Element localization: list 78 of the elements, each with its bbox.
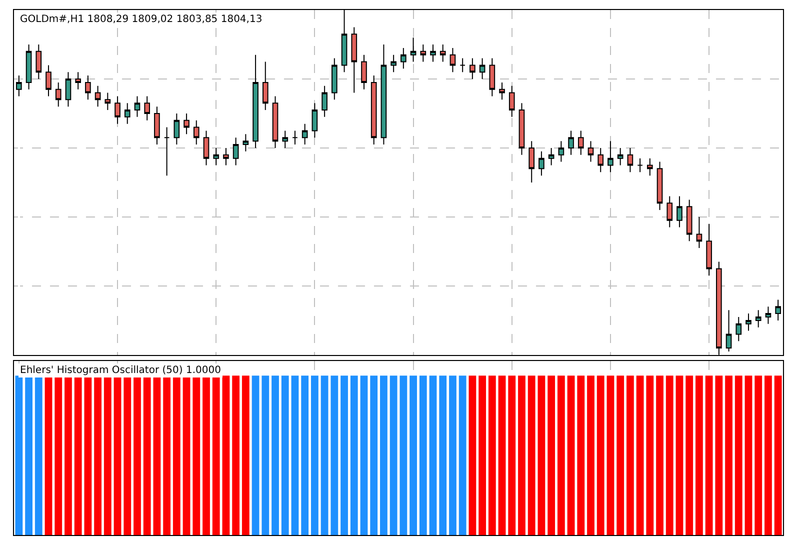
candlestick [755,310,762,328]
candlestick [765,306,772,324]
candlestick [646,158,653,176]
candlestick [94,85,101,108]
candlestick [114,96,120,124]
candlestick [124,102,130,124]
candlestick [332,58,338,100]
candlestick [16,75,22,97]
candlestick [302,123,308,146]
candlestick [598,147,604,173]
candlestick [203,130,210,166]
candlestick [726,310,732,352]
candlestick [144,96,150,121]
candlestick [736,316,742,342]
candlestick [440,44,446,62]
candlestick [252,54,258,148]
candlestick [380,44,387,146]
candlestick [26,44,32,90]
candlestick [617,147,624,166]
candlestick [548,147,554,166]
candlestick [164,126,170,176]
candlestick [390,54,396,73]
candlestick [686,199,692,242]
candlestick [499,82,505,100]
candlestick [282,130,288,148]
candlestick [361,54,367,90]
candlestick [213,147,220,166]
candlestick [351,26,358,94]
candlestick [75,72,81,90]
candlestick [706,223,712,276]
candlestick [518,102,525,156]
candlestick [666,196,673,228]
candlestick [637,158,643,173]
candlestick [410,37,416,62]
candlestick [420,44,426,62]
candlestick [558,140,564,162]
candlestick [242,134,249,152]
candlestick [312,102,318,138]
candlestick [223,147,229,166]
candlestick [489,58,496,97]
candlestick [193,120,200,146]
candlestick [460,58,466,73]
candlestick [528,140,535,183]
candlestick [588,140,594,162]
chart-title: GOLDm#,H1 1808,29 1809,02 1803,85 1804,13 [20,14,262,25]
candlestick [568,130,574,156]
candlestick [627,147,634,173]
candlestick [400,47,406,70]
candlestick [370,75,377,146]
candlestick [292,130,298,146]
candlestick [450,47,456,73]
candlestick [508,85,515,118]
candlestick [85,75,91,100]
candlestick [174,112,180,146]
candlestick [775,299,781,321]
candlestick [36,44,42,80]
candlestick [232,137,239,166]
candlestick [538,150,544,176]
candlestick [578,130,584,156]
candlestick [676,196,682,228]
candlestick [272,96,278,148]
candlestick [430,44,436,62]
candlestick [46,64,52,97]
candlestick [608,140,614,173]
candlestick [154,106,160,146]
candlestick [134,96,140,118]
candlestick [696,216,702,249]
candlestick [104,92,111,111]
chart-title: Ehlers' Histogram Oscillator (50) 1.0000 [20,365,221,376]
candlestick [184,112,190,135]
candlestick [470,58,476,80]
candlestick [479,58,486,80]
candlestick [65,72,72,108]
candlestick [656,161,663,211]
candlestick [55,82,62,108]
candlestick [262,61,268,111]
candlestick [746,313,752,332]
candlestick [322,85,328,118]
